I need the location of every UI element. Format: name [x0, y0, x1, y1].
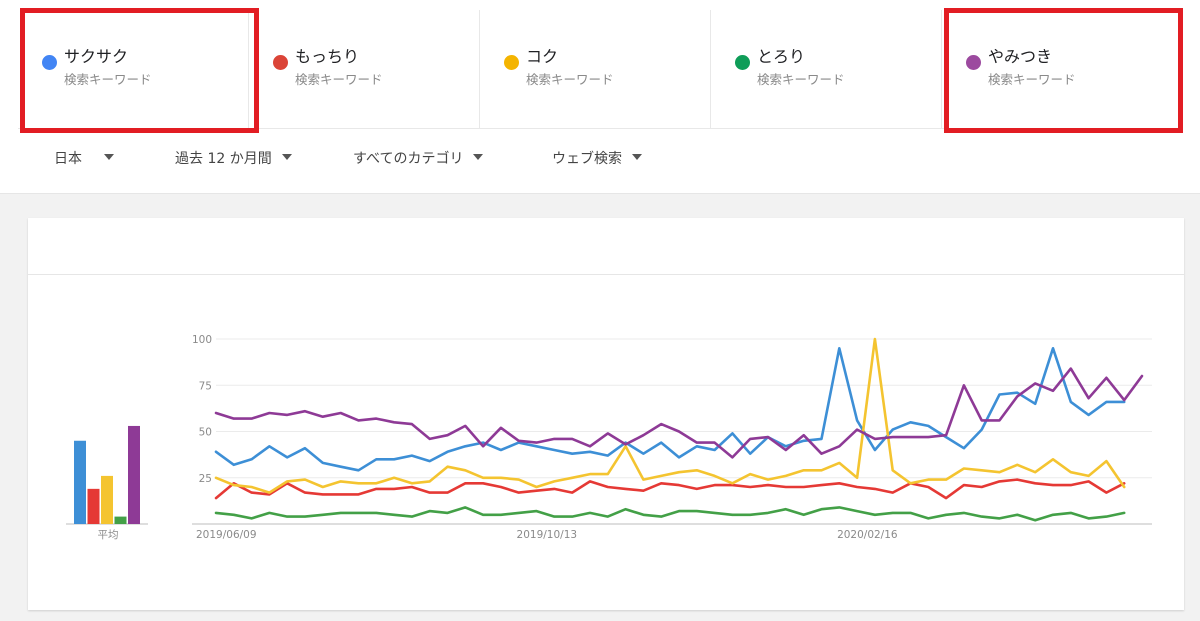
category-dropdown[interactable]: すべてのカテゴリ — [353, 148, 484, 168]
highlight-box-2 — [944, 8, 1183, 133]
search-term-type: 検索キーワード — [295, 72, 383, 87]
search-term-label: とろり — [757, 47, 806, 66]
average-bar-2 — [87, 488, 100, 524]
chevron-down-icon — [473, 154, 484, 160]
search-term-label: サクサク — [64, 47, 129, 66]
series-line-3 — [214, 337, 1126, 494]
term-color-dot — [504, 55, 519, 70]
interest-over-time-chart: 25 50 75 100 2019/06/09 2019/10/13 2020/02/16 平… — [66, 334, 1152, 541]
region-dropdown[interactable]: 日本 — [54, 148, 114, 168]
chevron-down-icon — [104, 154, 114, 160]
term-color-dot — [735, 55, 750, 70]
series-line-5 — [214, 367, 1144, 459]
search-term-type: 検索キーワード — [757, 72, 845, 87]
interest-over-time-card: 25 50 75 100 2019/06/09 2019/10/13 2020/02/16 平… — [28, 218, 1184, 610]
chevron-down-icon — [632, 154, 642, 160]
time-range-dropdown[interactable]: 過去 12 か月間 — [175, 148, 292, 168]
y-tick-label: 75 — [199, 380, 212, 392]
series-line-2 — [214, 478, 1126, 500]
search-type-dropdown[interactable]: ウェブ検索 — [552, 148, 642, 168]
region-dropdown-label: 日本 — [54, 151, 82, 167]
search-term-label: やみつき — [988, 47, 1053, 66]
x-tick-label: 2019/10/13 — [517, 529, 578, 541]
average-bar-1 — [74, 440, 86, 524]
search-term-5[interactable]: やみつき 検索キーワード — [942, 10, 1172, 128]
search-term-2[interactable]: もっちり 検索キーワード — [249, 10, 480, 128]
chevron-down-icon — [281, 154, 292, 160]
category-dropdown-label: すべてのカテゴリ — [353, 151, 464, 167]
search-term-type: 検索キーワード — [64, 72, 152, 87]
search-term-type: 検索キーワード — [526, 72, 614, 87]
search-term-label: コク — [526, 47, 559, 66]
search-type-dropdown-label: ウェブ検索 — [552, 151, 622, 167]
y-tick-label: 50 — [199, 427, 212, 439]
highlight-box-1 — [20, 8, 259, 133]
series-line-4 — [214, 506, 1126, 522]
search-term-label: もっちり — [295, 47, 360, 66]
search-term-1[interactable]: サクサク 検索キーワード — [18, 10, 249, 128]
average-bar-3 — [101, 475, 113, 524]
search-terms-bar: サクサク 検索キーワード もっちり 検索キーワード コク 検索キーワード とろり… — [18, 10, 1178, 129]
filter-bar: 日本 過去 12 か月間 すべてのカテゴリ ウェブ検索 — [0, 148, 1200, 172]
search-term-3[interactable]: コク 検索キーワード — [480, 10, 711, 128]
term-color-dot — [966, 55, 981, 70]
y-tick-label: 100 — [192, 334, 212, 346]
search-term-type: 検索キーワード — [988, 72, 1076, 87]
time-range-dropdown-label: 過去 12 か月間 — [175, 151, 272, 167]
average-label: 平均 — [98, 529, 119, 541]
y-tick-label: 25 — [199, 473, 212, 485]
term-color-dot — [273, 55, 288, 70]
search-term-4[interactable]: とろり 検索キーワード — [711, 10, 942, 128]
x-tick-label: 2020/02/16 — [837, 529, 898, 541]
average-bar-5 — [128, 425, 140, 524]
card-header-divider — [28, 274, 1184, 275]
average-bar-4 — [114, 516, 127, 524]
top-panel: サクサク 検索キーワード もっちり 検索キーワード コク 検索キーワード とろり… — [0, 0, 1200, 194]
term-color-dot — [42, 55, 57, 70]
series-line-1 — [214, 347, 1126, 472]
x-tick-label: 2019/06/09 — [196, 529, 257, 541]
